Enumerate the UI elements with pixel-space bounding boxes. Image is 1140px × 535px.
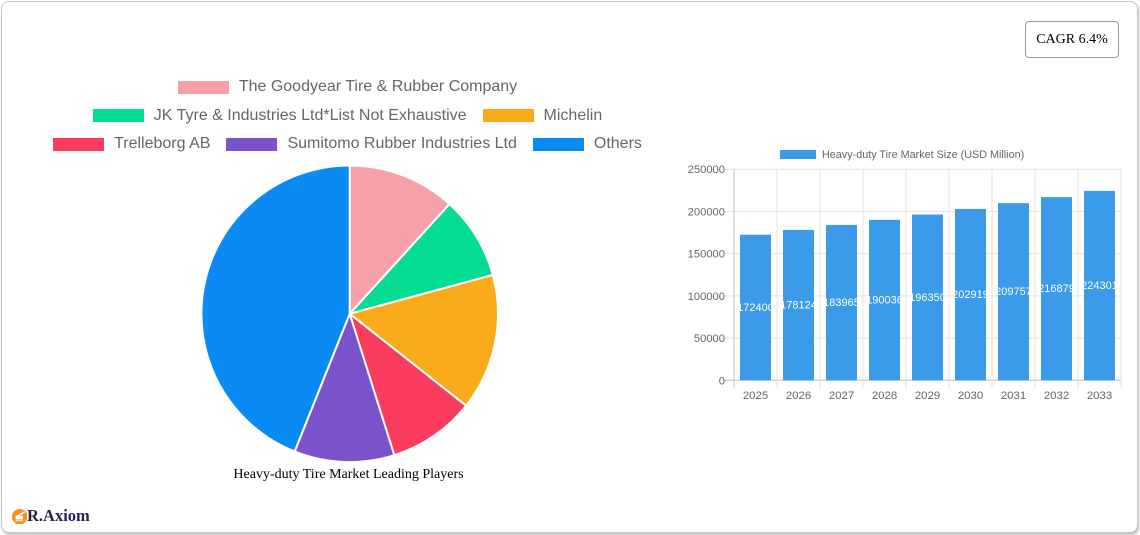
svg-text:2030: 2030 — [958, 390, 983, 402]
svg-text:202919: 202919 — [952, 289, 989, 301]
svg-text:250000: 250000 — [688, 164, 725, 176]
svg-text:150000: 150000 — [688, 249, 725, 261]
svg-text:209757: 209757 — [995, 286, 1032, 298]
svg-text:183965: 183965 — [823, 297, 860, 309]
svg-text:200000: 200000 — [688, 206, 725, 218]
svg-text:178124: 178124 — [780, 300, 817, 312]
svg-text:2031: 2031 — [1001, 390, 1026, 402]
svg-text:196350: 196350 — [909, 292, 946, 304]
svg-text:172400: 172400 — [737, 302, 774, 314]
svg-text:100000: 100000 — [688, 291, 725, 303]
svg-text:190036: 190036 — [866, 295, 903, 307]
svg-text:2032: 2032 — [1044, 390, 1069, 402]
svg-text:2029: 2029 — [915, 390, 940, 402]
svg-text:2026: 2026 — [786, 390, 811, 402]
svg-text:2033: 2033 — [1087, 390, 1112, 402]
svg-text:216879: 216879 — [1038, 283, 1075, 295]
svg-text:2028: 2028 — [872, 390, 897, 402]
svg-text:0: 0 — [719, 375, 725, 387]
svg-text:2027: 2027 — [829, 390, 854, 402]
svg-text:224301: 224301 — [1081, 280, 1118, 292]
svg-text:2025: 2025 — [743, 390, 768, 402]
svg-text:50000: 50000 — [694, 333, 725, 345]
